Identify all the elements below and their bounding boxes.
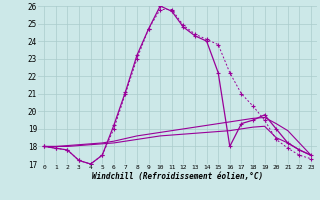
X-axis label: Windchill (Refroidissement éolien,°C): Windchill (Refroidissement éolien,°C) — [92, 172, 263, 181]
